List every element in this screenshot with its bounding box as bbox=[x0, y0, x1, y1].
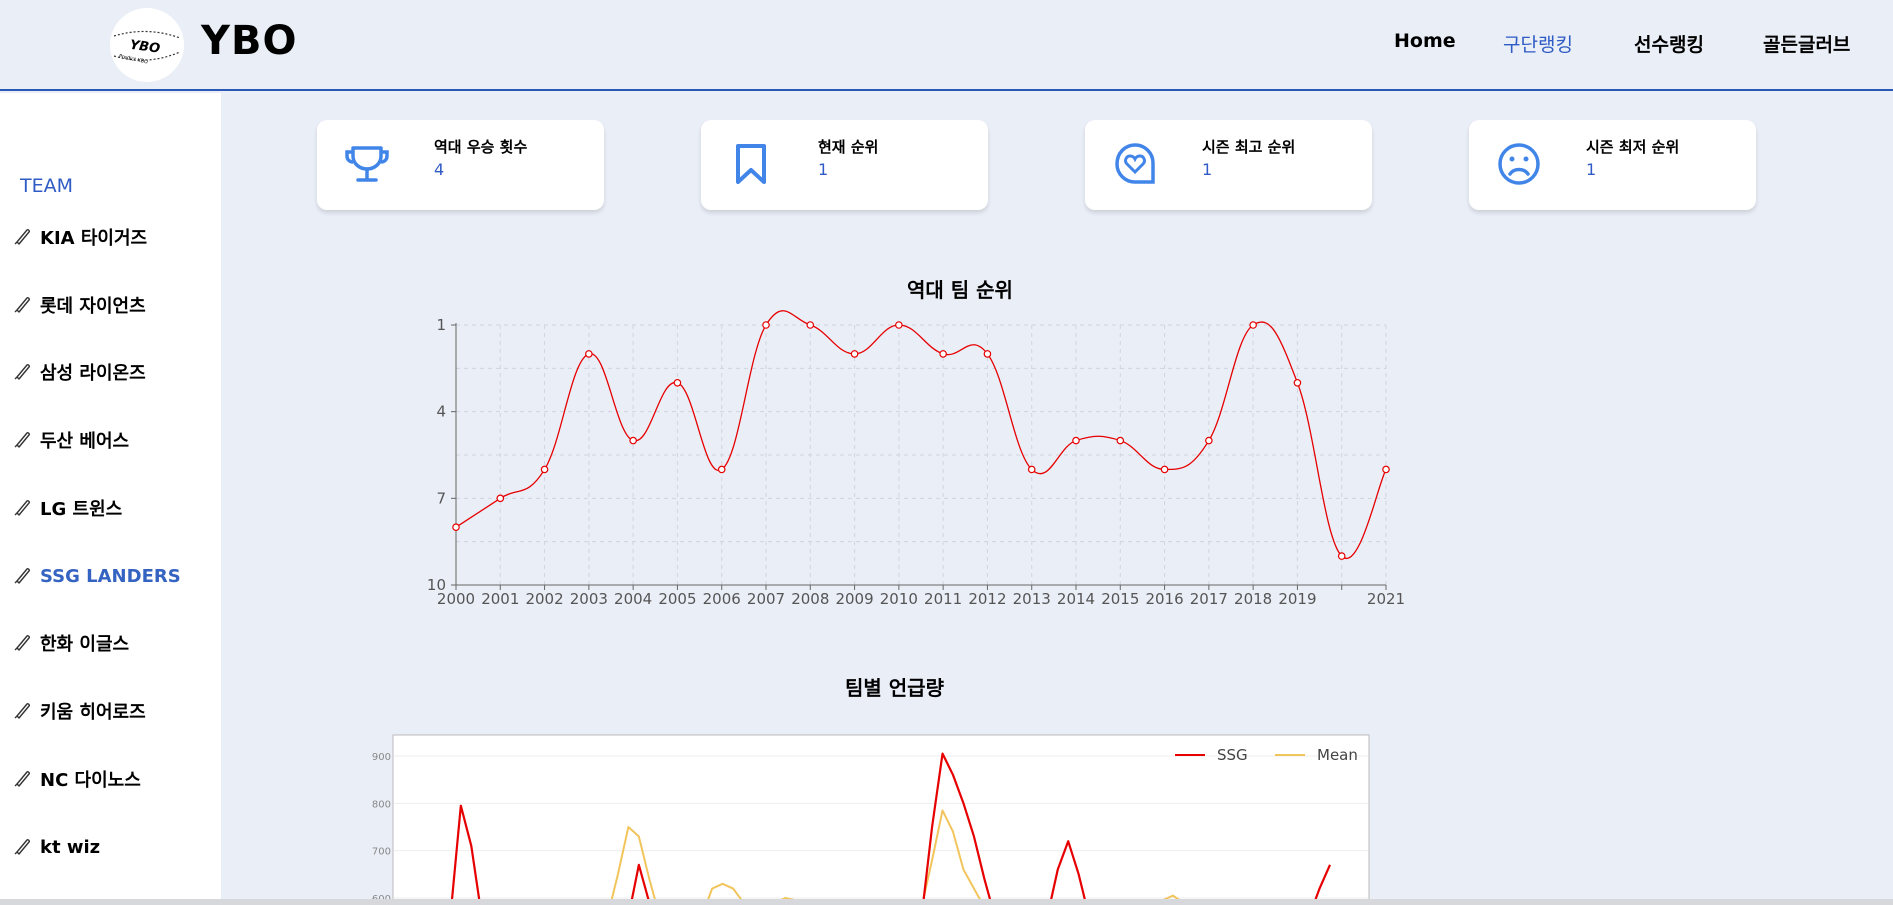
card-value: 1 bbox=[818, 160, 829, 179]
bat-icon bbox=[14, 364, 30, 380]
top-header: YBO Predict KBO YBO Home 구단랭킹 선수랭킹 골든글러브 bbox=[0, 0, 1893, 91]
nav-home[interactable]: Home bbox=[1394, 30, 1456, 52]
y-tick-label: 800 bbox=[372, 799, 391, 810]
sidebar-item-label: 두산 베어스 bbox=[40, 431, 130, 452]
bat-icon bbox=[14, 500, 30, 516]
heart-badge-icon bbox=[1115, 143, 1155, 184]
sidebar: TEAM bbox=[0, 93, 221, 905]
card-current-rank: 현재 순위 1 bbox=[701, 120, 988, 210]
series-line bbox=[610, 809, 1180, 899]
logo-badge-text: YBO bbox=[129, 38, 161, 57]
sidebar-item-label: 삼성 라이온즈 bbox=[40, 363, 146, 384]
bat-icon bbox=[14, 771, 30, 787]
sidebar-item[interactable]: KIA 타이거즈 bbox=[12, 222, 147, 252]
sidebar-item-label: LG 트윈스 bbox=[40, 499, 123, 520]
sidebar-item[interactable]: SSG LANDERS bbox=[12, 561, 181, 591]
card-best-rank: 시즌 최고 순위 1 bbox=[1085, 120, 1372, 210]
card-value: 4 bbox=[434, 160, 445, 179]
card-value: 1 bbox=[1586, 160, 1597, 179]
bat-icon bbox=[14, 297, 30, 313]
bookmark-icon bbox=[736, 144, 766, 184]
sidebar-title: TEAM bbox=[20, 175, 74, 197]
card-worst-rank: 시즌 최저 순위 1 bbox=[1469, 120, 1756, 210]
sidebar-item-label: 키움 히어로즈 bbox=[40, 702, 146, 723]
sidebar-item-label: NC 다이노스 bbox=[40, 770, 141, 791]
sidebar-item-label: SSG LANDERS bbox=[40, 565, 181, 587]
sidebar-item[interactable]: 키움 히어로즈 bbox=[12, 696, 146, 726]
sidebar-item-label: KIA 타이거즈 bbox=[40, 228, 148, 249]
legend-label: Mean bbox=[1317, 746, 1358, 764]
logo-icon: YBO Predict KBO bbox=[113, 30, 181, 65]
sidebar-item[interactable]: 한화 이글스 bbox=[12, 628, 129, 658]
sidebar-item[interactable]: kt wiz bbox=[12, 832, 100, 862]
sidebar-item[interactable]: 삼성 라이온즈 bbox=[12, 357, 146, 387]
mention-chart-frame bbox=[392, 734, 1370, 905]
card-label: 시즌 최저 순위 bbox=[1586, 138, 1680, 156]
trophy-icon bbox=[345, 146, 389, 182]
site-logo-text[interactable]: YBO bbox=[201, 18, 298, 64]
sidebar-item[interactable]: 두산 베어스 bbox=[12, 425, 129, 455]
bat-icon bbox=[14, 568, 30, 584]
logo-badge[interactable]: YBO Predict KBO bbox=[110, 8, 184, 82]
sad-face-icon bbox=[1498, 143, 1540, 185]
mention-chart-title: 팀별 언급량 bbox=[845, 676, 944, 700]
sidebar-item-label: 롯데 자이언츠 bbox=[40, 296, 146, 317]
bat-icon bbox=[14, 703, 30, 719]
sidebar-item-label: kt wiz bbox=[40, 836, 101, 858]
sidebar-item[interactable]: 롯데 자이언츠 bbox=[12, 290, 146, 320]
card-label: 역대 우승 횟수 bbox=[434, 138, 528, 156]
y-tick-label: 700 bbox=[372, 847, 391, 858]
card-label: 현재 순위 bbox=[818, 138, 879, 156]
horizontal-scrollbar[interactable] bbox=[0, 899, 1893, 905]
card-label: 시즌 최고 순위 bbox=[1202, 138, 1296, 156]
bat-icon bbox=[14, 839, 30, 855]
card-championships: 역대 우승 횟수 4 bbox=[317, 120, 604, 210]
rank-chart-title: 역대 팀 순위 bbox=[907, 278, 1013, 302]
nav-team-ranking[interactable]: 구단랭킹 bbox=[1503, 34, 1573, 56]
sidebar-item[interactable]: LG 트윈스 bbox=[12, 493, 122, 523]
logo-tagline: Predict KBO bbox=[118, 53, 148, 65]
nav-player-ranking[interactable]: 선수랭킹 bbox=[1634, 34, 1704, 56]
legend-label: SSG bbox=[1217, 746, 1248, 764]
bat-icon bbox=[14, 432, 30, 448]
card-value: 1 bbox=[1202, 160, 1213, 179]
bat-icon bbox=[14, 635, 30, 651]
sidebar-item-label: 한화 이글스 bbox=[40, 634, 130, 655]
y-tick-label: 900 bbox=[372, 752, 391, 763]
sidebar-item[interactable]: NC 다이노스 bbox=[12, 764, 141, 794]
nav-golden-glove[interactable]: 골든글러브 bbox=[1763, 34, 1851, 56]
bat-icon bbox=[14, 229, 30, 245]
